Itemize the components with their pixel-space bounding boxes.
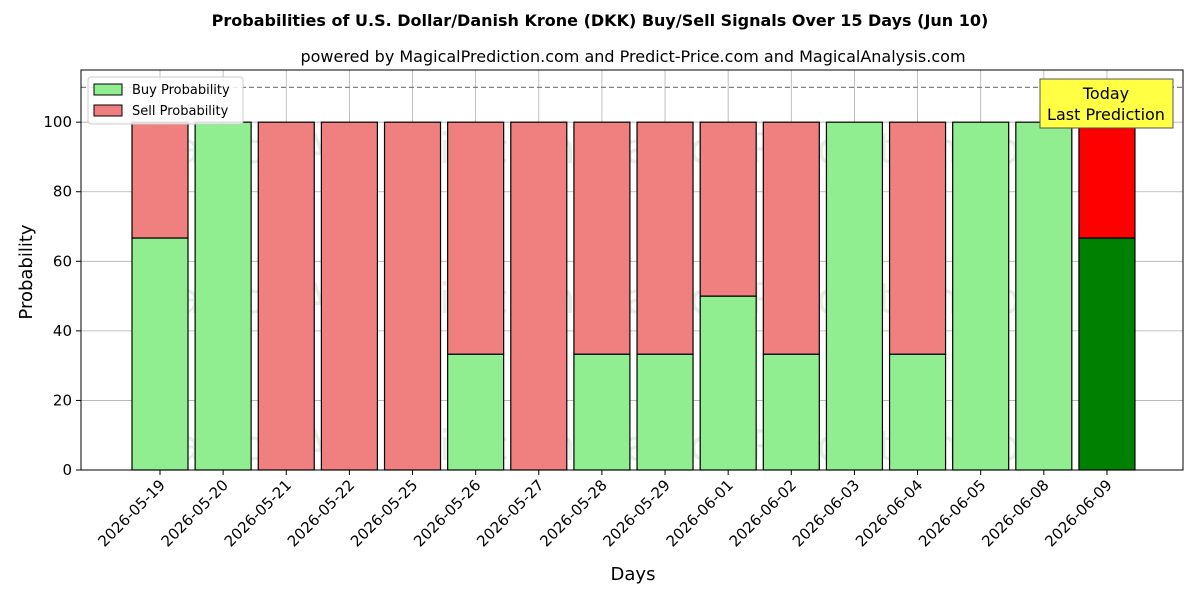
legend: Buy Probability Sell Probability (87, 76, 244, 125)
annotation-box (1039, 78, 1174, 129)
buy-bar (762, 353, 820, 471)
sell-bar (447, 121, 505, 355)
today-annotation: Today Last Prediction (1039, 78, 1174, 129)
sell-bar (573, 121, 631, 355)
buy-bar (825, 121, 884, 471)
buy-bar (636, 353, 694, 471)
x-tick-label: 2026-06-02 (726, 476, 800, 550)
sell-bar (888, 121, 947, 355)
sell-bar (1078, 121, 1136, 239)
sell-bar (320, 121, 378, 471)
chart-title: Probabilities of U.S. Dollar/Danish Kron… (212, 11, 989, 30)
y-tick-label: 0 (62, 461, 72, 479)
x-tick-label: 2026-06-05 (915, 476, 989, 550)
x-tick-label: 2026-05-20 (158, 476, 232, 550)
buy-bar (447, 353, 505, 471)
buy-bar (1015, 121, 1073, 471)
x-axis-label: Days (611, 564, 656, 585)
annotation-text: Last Prediction (1047, 105, 1165, 124)
x-tick-label: 2026-06-03 (789, 476, 863, 550)
x-tick-label: 2026-05-27 (473, 476, 547, 550)
y-tick-label: 40 (53, 322, 72, 340)
x-tick-label: 2026-06-08 (978, 476, 1052, 550)
sell-bar (257, 121, 315, 471)
x-tick-label: 2026-05-19 (94, 476, 168, 550)
y-tick-label: 80 (53, 183, 72, 201)
legend-swatch (93, 83, 123, 96)
buy-bar (888, 353, 947, 471)
bar-layer (81, 86, 1183, 471)
sell-bar (636, 121, 694, 355)
x-tick-label: 2026-05-22 (284, 476, 358, 550)
buy-bar (131, 237, 189, 471)
x-tick-label: 2026-05-28 (536, 476, 610, 550)
chart-subtitle: powered by MagicalPrediction.com and Pre… (300, 47, 965, 66)
sell-bar (131, 121, 189, 239)
buy-bar (952, 121, 1010, 471)
y-tick-label: 100 (43, 113, 72, 131)
y-tick-label: 20 (53, 391, 72, 409)
annotation-text: Today (1082, 84, 1129, 103)
buy-bar (194, 121, 252, 471)
sell-bar (699, 121, 757, 297)
x-tick-label: 2026-05-29 (599, 476, 673, 550)
x-tick-label: 2026-06-04 (852, 476, 926, 550)
buy-bar (1078, 237, 1136, 471)
x-tick-label: 2026-06-09 (1041, 476, 1115, 550)
x-tick-label: 2026-06-01 (663, 476, 737, 550)
buy-bar (699, 295, 757, 471)
sell-bar (762, 121, 820, 355)
sell-bar (510, 121, 568, 471)
buy-bar (573, 353, 631, 471)
x-tick-label: 2026-05-21 (221, 476, 295, 550)
legend-label: Sell Probability (132, 104, 229, 119)
legend-swatch (93, 104, 123, 117)
legend-label: Buy Probability (132, 83, 230, 98)
y-axis-label: Probability (16, 224, 37, 319)
sell-bar (383, 121, 442, 471)
plot-frame (80, 69, 1184, 471)
x-tick-label: 2026-05-25 (347, 476, 421, 550)
legend-box (87, 76, 244, 125)
y-tick-label: 60 (53, 252, 72, 270)
x-tick-label: 2026-05-26 (410, 476, 484, 550)
